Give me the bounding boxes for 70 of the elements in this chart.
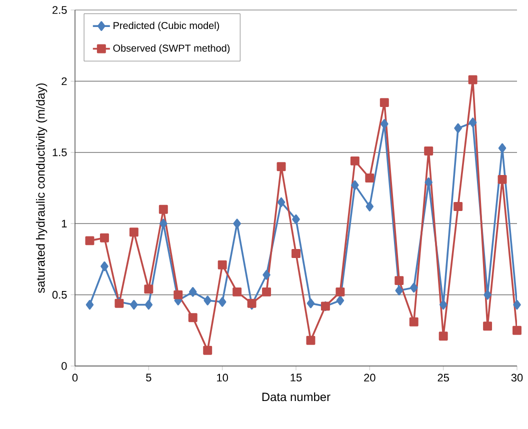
y-tick-label: 2	[62, 77, 67, 86]
point	[424, 177, 432, 188]
y-tick-label: 2.5	[52, 6, 67, 14]
point	[85, 236, 94, 246]
x-tick-label: 25	[438, 374, 449, 382]
point	[218, 297, 226, 307]
point	[439, 300, 448, 310]
point	[160, 218, 168, 228]
x-tick-label: 30	[511, 374, 523, 382]
point	[468, 118, 477, 128]
point	[350, 156, 360, 166]
point	[218, 260, 227, 270]
point	[454, 123, 462, 134]
point	[512, 326, 522, 335]
point	[410, 282, 418, 293]
y-tick-label: 1	[62, 220, 67, 228]
point	[204, 296, 212, 306]
point	[130, 300, 138, 310]
point	[306, 336, 316, 345]
point	[232, 287, 242, 296]
point	[129, 228, 138, 237]
point	[351, 180, 359, 190]
x-tick-label: 10	[217, 374, 228, 382]
x-tick-label: 15	[290, 374, 302, 382]
point	[100, 261, 108, 272]
point	[292, 249, 300, 258]
point	[233, 218, 241, 228]
point	[454, 202, 463, 211]
point	[174, 290, 183, 300]
point	[306, 298, 315, 308]
point	[144, 300, 153, 310]
point	[144, 284, 154, 294]
y-axis-title: saturated hydraulic conductivity (m/day)	[36, 83, 48, 293]
legend-label: Observed (SWPT method)	[113, 44, 230, 54]
point	[424, 146, 434, 156]
point	[468, 75, 478, 84]
point	[188, 287, 197, 297]
point	[158, 204, 168, 214]
point	[276, 162, 286, 172]
point	[483, 322, 492, 331]
point	[86, 300, 94, 310]
x-tick-label: 5	[146, 374, 152, 382]
point	[513, 300, 521, 310]
point	[262, 287, 272, 296]
x-axis-title: Data number	[262, 392, 330, 402]
point	[366, 202, 374, 212]
point	[336, 296, 344, 306]
point	[100, 233, 109, 242]
point	[188, 313, 198, 322]
point	[380, 119, 388, 129]
y-tick-label: 1.5	[52, 148, 67, 156]
point	[203, 346, 212, 355]
x-tick-label: 20	[364, 374, 376, 382]
point	[498, 143, 506, 154]
x-tick-label: 0	[72, 374, 78, 382]
point	[484, 290, 492, 300]
point	[336, 287, 345, 296]
point	[292, 214, 300, 224]
point	[498, 174, 507, 184]
y-tick-label: 0	[62, 362, 67, 370]
point	[262, 270, 270, 280]
point	[438, 332, 448, 341]
legend-label: Predicted (Cubic model)	[114, 22, 220, 32]
point	[394, 276, 404, 286]
point	[365, 174, 374, 183]
point	[395, 286, 404, 296]
point	[380, 98, 389, 108]
point	[277, 197, 286, 208]
y-tick-label: 0.5	[52, 290, 67, 299]
point	[409, 317, 418, 326]
